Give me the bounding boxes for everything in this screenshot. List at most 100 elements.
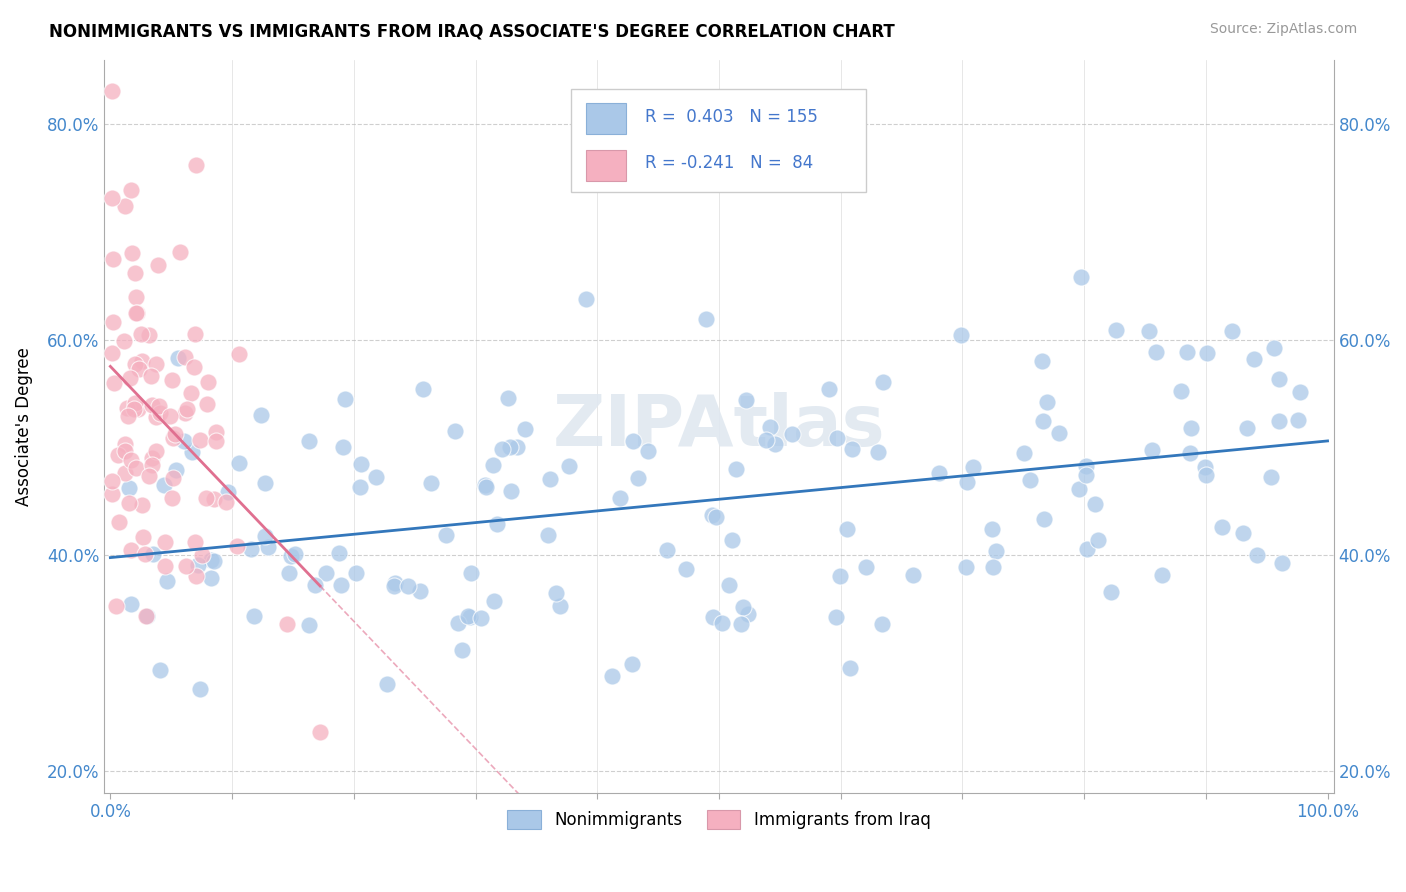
Point — [499, 440, 522, 454]
Point — [254, 529, 277, 543]
Point — [824, 610, 846, 624]
Point — [127, 401, 149, 416]
Point — [134, 547, 156, 561]
Point — [344, 566, 367, 580]
Point — [1104, 323, 1126, 337]
Point — [107, 515, 129, 529]
Point — [148, 258, 170, 272]
Point — [384, 576, 406, 591]
Point — [1019, 473, 1042, 487]
Point — [484, 594, 506, 608]
Point — [475, 480, 498, 494]
Point — [457, 608, 479, 623]
Point — [955, 559, 977, 574]
Point — [637, 444, 659, 458]
Point — [117, 409, 139, 423]
Point — [837, 522, 859, 536]
Point — [249, 408, 271, 422]
Point — [1180, 421, 1202, 435]
Point — [188, 682, 211, 697]
Point — [828, 569, 851, 583]
Point — [755, 434, 778, 448]
Point — [1084, 497, 1107, 511]
Point — [153, 534, 176, 549]
Point — [825, 431, 848, 445]
Point — [155, 558, 177, 573]
Point — [491, 442, 513, 457]
Point — [149, 663, 172, 677]
Point — [695, 312, 717, 326]
Point — [333, 392, 356, 406]
Point — [200, 571, 222, 585]
Point — [166, 463, 188, 477]
Point — [145, 357, 167, 371]
Point — [1232, 525, 1254, 540]
Point — [1012, 446, 1035, 460]
Point — [444, 424, 467, 438]
Point — [114, 437, 136, 451]
Point — [162, 471, 184, 485]
Point — [1220, 324, 1243, 338]
Point — [720, 533, 742, 547]
Point — [506, 440, 529, 454]
Point — [928, 466, 950, 480]
Point — [141, 458, 163, 472]
Point — [174, 559, 197, 574]
Point — [731, 600, 754, 615]
Point — [298, 617, 321, 632]
Text: R = -0.241   N =  84: R = -0.241 N = 84 — [645, 153, 814, 172]
Point — [141, 451, 163, 466]
Point — [1236, 421, 1258, 435]
Point — [243, 608, 266, 623]
Point — [114, 466, 136, 480]
Point — [704, 509, 727, 524]
Point — [215, 494, 238, 508]
Point — [131, 354, 153, 368]
Point — [409, 583, 432, 598]
Point — [1197, 345, 1219, 359]
FancyBboxPatch shape — [571, 89, 866, 192]
Point — [1170, 384, 1192, 398]
Point — [304, 578, 326, 592]
Point — [125, 306, 148, 320]
Point — [474, 477, 496, 491]
Point — [460, 566, 482, 580]
Point — [458, 610, 481, 624]
Point — [446, 615, 468, 630]
Point — [124, 396, 146, 410]
Point — [981, 522, 1004, 536]
Point — [167, 351, 190, 365]
Point — [138, 328, 160, 343]
Point — [1032, 512, 1054, 526]
Point — [124, 357, 146, 371]
Point — [1087, 533, 1109, 547]
Point — [142, 547, 165, 561]
Point — [197, 375, 219, 389]
Point — [499, 484, 522, 499]
Point — [420, 476, 443, 491]
Point — [377, 677, 399, 691]
Point — [145, 410, 167, 425]
Point — [655, 543, 678, 558]
Point — [162, 432, 184, 446]
Point — [575, 292, 598, 306]
Point — [184, 157, 207, 171]
Point — [149, 406, 172, 420]
Point — [280, 549, 302, 563]
Point — [1140, 443, 1163, 458]
Point — [120, 453, 142, 467]
Point — [349, 480, 371, 494]
Point — [1286, 413, 1309, 427]
Point — [330, 577, 353, 591]
Point — [101, 84, 124, 98]
Point — [956, 475, 979, 490]
Point — [104, 599, 127, 613]
Point — [173, 434, 195, 448]
Point — [496, 391, 519, 405]
Point — [118, 482, 141, 496]
Point — [200, 553, 222, 567]
Point — [103, 376, 125, 390]
Point — [121, 246, 143, 260]
Point — [1243, 352, 1265, 367]
Point — [1246, 548, 1268, 562]
